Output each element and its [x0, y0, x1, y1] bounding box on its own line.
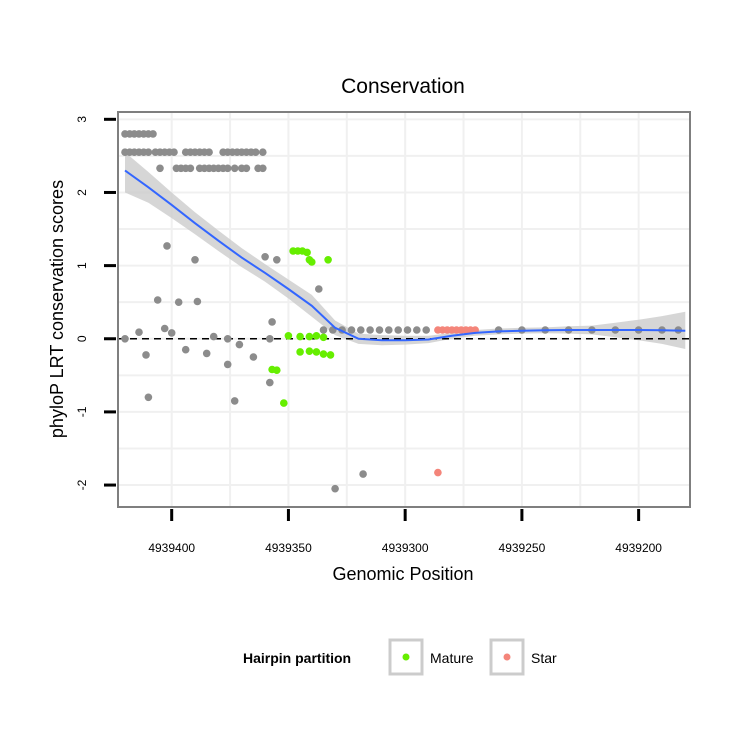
point-other — [160, 324, 169, 333]
y-tick-label: -2 — [75, 479, 89, 490]
point-other — [422, 326, 431, 334]
y-axis-ticks: -2 -1 0 1 2 3 — [75, 116, 116, 490]
point-mature — [303, 248, 311, 257]
point-other — [394, 326, 403, 334]
panel-border — [117, 111, 691, 508]
point-other — [273, 255, 281, 264]
legend-label-star: Star — [531, 650, 557, 666]
point-mature — [296, 348, 304, 356]
point-other — [230, 397, 239, 405]
point-mature — [296, 332, 304, 341]
point-mature — [326, 351, 335, 359]
x-tick-label: 4939400 — [148, 541, 195, 555]
point-other — [413, 326, 421, 334]
point-other — [205, 148, 213, 156]
point-other — [249, 353, 258, 361]
point-other — [223, 360, 232, 369]
point-other — [153, 296, 162, 304]
legend-title: Hairpin partition — [243, 650, 351, 666]
panel-background — [118, 112, 690, 507]
y-tick-label: 0 — [75, 335, 89, 342]
y-axis-title: phyloP LRT conservation scores — [47, 180, 67, 438]
point-other — [144, 148, 153, 156]
point-other — [366, 326, 374, 334]
point-other — [149, 130, 157, 138]
plot-panel — [117, 111, 691, 508]
point-mature — [319, 350, 328, 358]
x-axis-title: Genomic Position — [332, 564, 473, 584]
point-other — [186, 164, 195, 173]
point-other — [167, 329, 176, 337]
point-other — [235, 340, 244, 349]
point-other — [156, 164, 164, 173]
point-other — [242, 164, 251, 173]
point-other — [359, 470, 367, 478]
legend: Hairpin partition Mature Star — [243, 638, 557, 676]
point-mature — [305, 347, 314, 356]
point-other — [251, 148, 260, 156]
point-other — [347, 326, 356, 334]
y-tick-label: 1 — [75, 262, 89, 269]
x-axis-ticks: 4939400 4939350 4939300 4939250 4939200 — [148, 509, 662, 555]
point-mature — [312, 348, 321, 356]
grid-lines — [118, 112, 690, 507]
point-other — [331, 484, 339, 493]
point-other — [259, 164, 267, 173]
point-other — [230, 164, 239, 173]
point-other — [170, 148, 178, 156]
point-other — [142, 351, 150, 359]
legend-dot-star — [503, 653, 511, 661]
point-star — [434, 468, 442, 477]
point-other — [174, 298, 183, 307]
data-points — [121, 130, 683, 493]
point-mature — [305, 332, 314, 341]
x-tick-label: 4939200 — [615, 541, 662, 555]
point-other — [259, 148, 267, 156]
point-other — [403, 326, 412, 334]
legend-label-mature: Mature — [430, 650, 474, 666]
point-other — [193, 297, 202, 306]
point-mature — [280, 399, 288, 407]
point-other — [357, 326, 365, 334]
point-other — [191, 255, 199, 264]
x-tick-label: 4939250 — [499, 541, 546, 555]
legend-dot-mature — [402, 653, 410, 661]
point-other — [375, 326, 384, 334]
point-other — [135, 328, 143, 337]
point-other — [266, 335, 274, 343]
x-tick-label: 4939350 — [265, 541, 312, 555]
point-other — [268, 318, 276, 326]
y-tick-label: 3 — [75, 116, 89, 123]
point-other — [223, 335, 232, 343]
point-other — [385, 326, 393, 334]
point-other — [209, 332, 218, 341]
chart-title: Conservation — [341, 75, 465, 98]
point-mature — [308, 258, 316, 266]
point-mature — [312, 332, 321, 340]
point-other — [223, 164, 232, 173]
point-mature — [319, 333, 328, 342]
y-tick-label: -1 — [75, 406, 89, 417]
point-other — [163, 242, 171, 250]
point-other — [319, 326, 328, 334]
point-other — [494, 326, 503, 334]
y-tick-label: 2 — [75, 189, 89, 196]
smooth-line — [124, 169, 686, 342]
point-other — [144, 393, 153, 402]
point-mature — [273, 366, 281, 375]
point-other — [266, 378, 274, 387]
point-mature — [284, 332, 293, 340]
point-other — [121, 335, 129, 343]
point-other — [202, 349, 211, 358]
point-other — [181, 345, 190, 354]
point-mature — [324, 255, 332, 264]
point-other — [261, 252, 269, 261]
point-other — [315, 285, 323, 293]
x-tick-label: 4939300 — [382, 541, 429, 555]
